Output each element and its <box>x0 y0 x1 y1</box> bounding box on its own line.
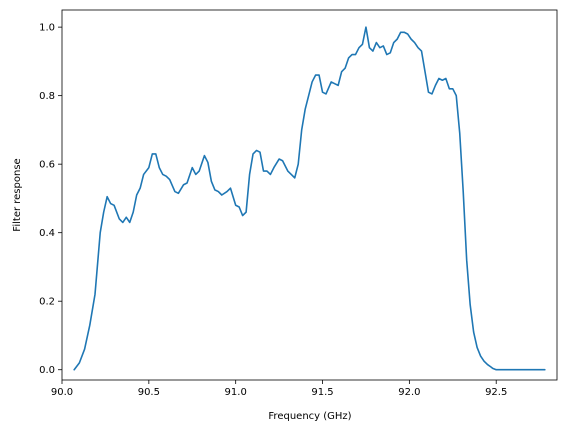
y-tick-label: 0.8 <box>39 91 55 102</box>
y-tick-label: 0.2 <box>39 297 55 308</box>
y-tick-label: 1.0 <box>39 23 55 34</box>
y-tick-label: 0.4 <box>39 228 55 239</box>
x-tick-label: 92.5 <box>485 387 507 398</box>
x-tick-label: 92.0 <box>398 387 420 398</box>
y-axis-label: Filter response <box>12 158 23 231</box>
plot-area: 90.0 90.5 91.0 91.5 92.0 92.5 0.0 0.2 0.4 0.6 0.8 1… <box>39 9 558 398</box>
x-tick-label: 90.5 <box>138 387 160 398</box>
x-tick-label: 91.5 <box>311 387 333 398</box>
x-tick-label: 90.0 <box>51 387 73 398</box>
y-tick-label: 0.6 <box>39 160 55 171</box>
y-tick-label: 0.0 <box>39 365 55 376</box>
series-line-0 <box>73 26 546 371</box>
axes-frame <box>61 9 558 381</box>
x-axis-label: Frequency (GHz) <box>268 411 351 422</box>
x-tick-label: 91.0 <box>225 387 247 398</box>
